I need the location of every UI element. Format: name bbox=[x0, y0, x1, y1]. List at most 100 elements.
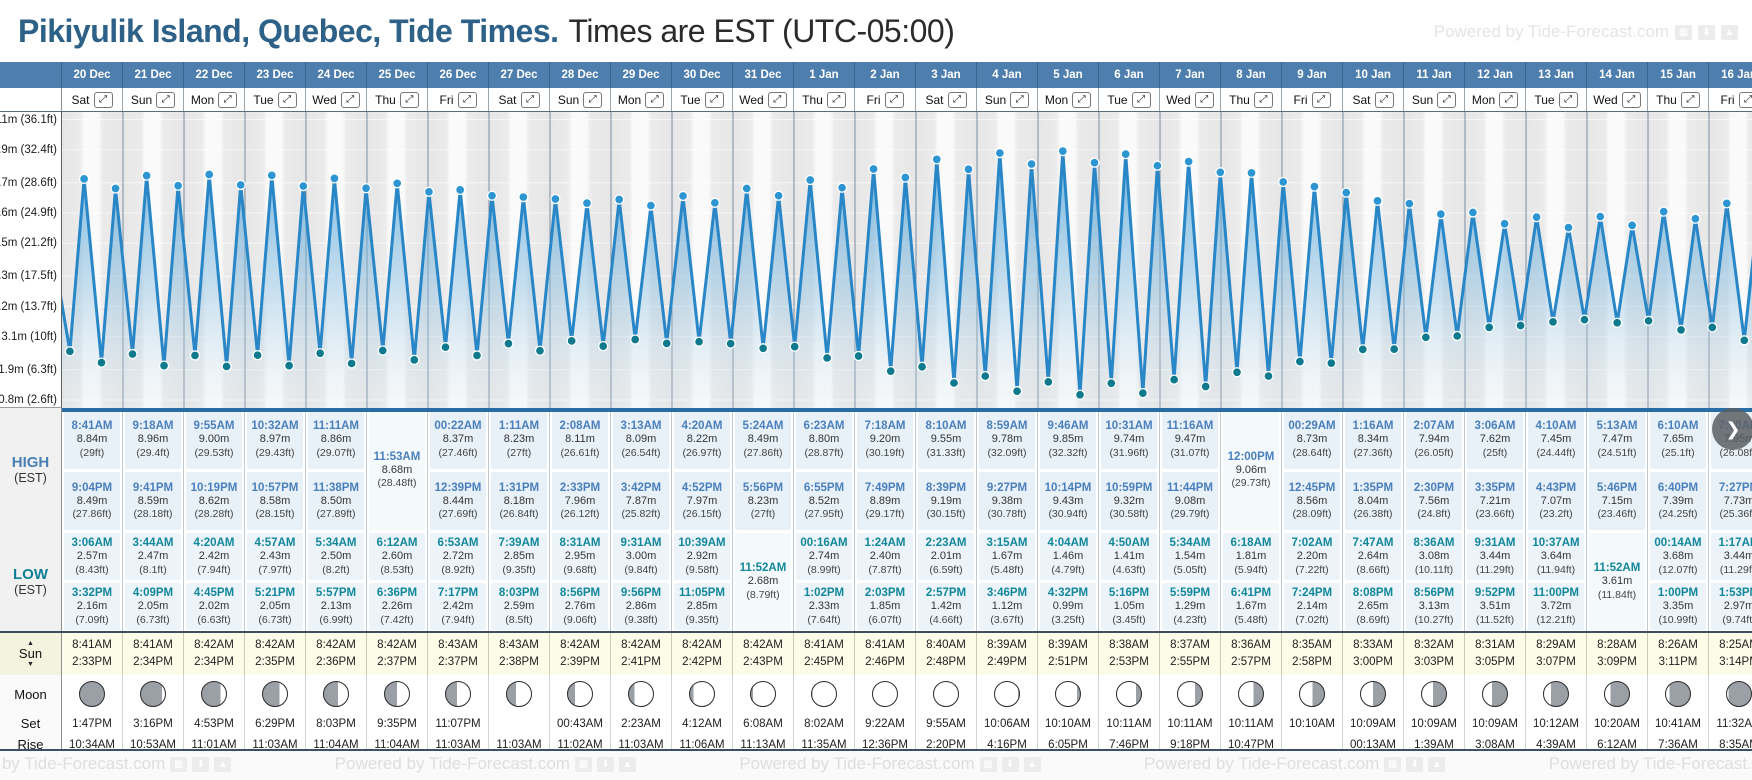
sunrise-arrow-icon: ▲ bbox=[27, 639, 34, 647]
high-tide-cell: 8:41AM 8.84m (29ft) 9:04PM 8.49m (27.86ft) bbox=[62, 408, 123, 531]
tide-height-ft: (11.84ft) bbox=[1597, 588, 1637, 601]
expand-day-button[interactable]: ⤢ bbox=[218, 91, 238, 108]
low-tide-entry: 8:08PM 2.65m (8.69ft) bbox=[1345, 583, 1401, 630]
expand-day-button[interactable]: ⤢ bbox=[1374, 91, 1394, 108]
sun-times-cell: 8:26AM 3:11PM bbox=[1648, 633, 1709, 675]
tide-time: 9:04PM bbox=[71, 481, 113, 494]
expand-day-button[interactable]: ⤢ bbox=[947, 91, 967, 108]
sun-times-cell: 8:42AM 2:34PM bbox=[184, 633, 245, 675]
expand-day-button[interactable]: ⤢ bbox=[1194, 91, 1214, 108]
low-tide-point bbox=[283, 360, 295, 371]
low-tide-point bbox=[1484, 322, 1495, 333]
weekday-text: Wed bbox=[1166, 92, 1191, 107]
tide-time: 7:18AM bbox=[864, 420, 906, 433]
sunrise-time: 8:42AM bbox=[621, 639, 661, 652]
tide-time: 10:14PM bbox=[1044, 481, 1092, 494]
date-cell: 14 Jan bbox=[1587, 62, 1648, 88]
sunrise-time: 8:25AM bbox=[1719, 639, 1752, 652]
date-cell: 24 Dec bbox=[306, 62, 367, 88]
expand-day-button[interactable]: ⤢ bbox=[399, 91, 419, 108]
expand-day-button[interactable]: ⤢ bbox=[767, 91, 787, 108]
sunset-time: 3:09PM bbox=[1597, 656, 1637, 668]
low-tide-point bbox=[409, 354, 420, 366]
low-tide-point bbox=[471, 350, 483, 361]
sunset-time: 2:39PM bbox=[560, 656, 600, 668]
expand-day-button[interactable]: ⤢ bbox=[704, 91, 724, 108]
tide-height-ft: (8.79ft) bbox=[746, 588, 780, 601]
sun-times-cell: 8:33AM 3:00PM bbox=[1343, 633, 1404, 675]
sun-times-cell: 8:41AM 2:34PM bbox=[123, 633, 184, 675]
low-tide-point bbox=[693, 336, 705, 347]
expand-day-button[interactable]: ⤢ bbox=[156, 91, 176, 108]
moonset-cell: 10:11AM bbox=[1221, 713, 1282, 734]
expand-day-button[interactable]: ⤢ bbox=[1499, 91, 1519, 108]
expand-day-button[interactable]: ⤢ bbox=[277, 91, 297, 108]
date-cell: 10 Jan bbox=[1343, 62, 1404, 88]
low-tide-point bbox=[346, 358, 357, 369]
tide-height-m: 7.73m bbox=[1723, 494, 1752, 507]
high-tide-entry: 3:35PM 7.21m (23.66ft) bbox=[1467, 471, 1523, 530]
tide-time: 8:08PM bbox=[1352, 587, 1394, 600]
tide-height-m: 2.42m bbox=[442, 600, 474, 613]
tide-time: 5:46PM bbox=[1596, 481, 1638, 494]
expand-day-button[interactable]: ⤢ bbox=[583, 91, 603, 108]
expand-day-button[interactable]: ⤢ bbox=[457, 91, 477, 108]
low-tide-point bbox=[885, 365, 896, 377]
expand-day-button[interactable]: ⤢ bbox=[1680, 91, 1700, 108]
expand-day-button[interactable]: ⤢ bbox=[1621, 91, 1641, 108]
expand-day-button[interactable]: ⤢ bbox=[1131, 91, 1151, 108]
expand-day-button[interactable]: ⤢ bbox=[1311, 91, 1331, 108]
tide-time: 1:00PM bbox=[1657, 587, 1699, 600]
tide-time: 4:20AM bbox=[193, 537, 235, 550]
weekday-cell: Sat ⤢ bbox=[916, 88, 977, 111]
tide-time: 10:31AM bbox=[1105, 420, 1153, 433]
tide-time: 7:39AM bbox=[498, 537, 540, 550]
tide-height-m: 8.49m bbox=[76, 494, 108, 507]
tide-height-ft: (28.09ft) bbox=[1292, 508, 1332, 521]
high-tide-cell: 3:13AM 8.09m (26.54ft) 3:42PM 7.87m (25.82ft) bbox=[611, 408, 672, 531]
date-cell: 2 Jan bbox=[855, 62, 916, 88]
tide-time: 3:42PM bbox=[620, 481, 662, 494]
low-tide-entry: 4:45PM 2.02m (6.63ft) bbox=[186, 583, 242, 630]
weekday-cell: Fri ⤢ bbox=[428, 88, 489, 111]
logo-icon: ▦ bbox=[1384, 756, 1402, 772]
low-tide-cell: 6:53AM 2.72m (8.92ft) 7:17PM 2.42m (7.94ft) bbox=[428, 531, 489, 631]
expand-day-button[interactable]: ⤢ bbox=[340, 91, 360, 108]
low-tide-point bbox=[1043, 376, 1054, 388]
low-tide-point bbox=[1420, 332, 1432, 343]
sun-times-cell: 8:39AM 2:49PM bbox=[977, 633, 1038, 675]
tide-height-m: 2.97m bbox=[1723, 600, 1752, 613]
high-tide-entry: 00:22AM 8.37m (27.46ft) bbox=[430, 410, 486, 469]
moonset-cell: 9:35PM bbox=[367, 713, 428, 734]
sun-label: ▲ Sun ▼ bbox=[0, 633, 62, 675]
expand-day-button[interactable]: ⤢ bbox=[645, 91, 665, 108]
moon-phase-cell bbox=[672, 675, 733, 713]
sunrise-time: 8:42AM bbox=[743, 639, 783, 652]
expand-day-button[interactable]: ⤢ bbox=[520, 91, 540, 108]
high-tide-point bbox=[963, 164, 974, 175]
high-tide-entry: 12:39PM 8.44m (27.69ft) bbox=[430, 471, 486, 530]
expand-day-button[interactable]: ⤢ bbox=[1558, 91, 1578, 108]
watermark-item: Powered by Tide-Forecast.com▦⬇▲ bbox=[0, 754, 232, 774]
expand-day-button[interactable]: ⤢ bbox=[884, 91, 904, 108]
expand-day-button[interactable]: ⤢ bbox=[1253, 91, 1273, 108]
tide-height-ft: (3.25ft) bbox=[1051, 613, 1085, 626]
expand-day-button[interactable]: ⤢ bbox=[93, 91, 113, 108]
low-tide-entry: 8:56PM 2.76m (9.06ft) bbox=[552, 583, 608, 630]
tide-height-ft: (27.95ft) bbox=[804, 508, 844, 521]
expand-day-button[interactable]: ⤢ bbox=[1072, 91, 1092, 108]
expand-day-button[interactable]: ⤢ bbox=[826, 91, 846, 108]
expand-day-button[interactable]: ⤢ bbox=[1010, 91, 1030, 108]
high-tide-cell: 4:10AM 7.45m (24.44ft) 4:43PM 7.07m (23.2ft) bbox=[1526, 408, 1587, 531]
sunset-time: 2:57PM bbox=[1231, 656, 1271, 668]
low-tide-point bbox=[1675, 324, 1687, 336]
expand-day-button[interactable]: ⤢ bbox=[1437, 91, 1457, 108]
next-days-button[interactable]: ❯ bbox=[1712, 408, 1752, 450]
sun-times-cell: 8:42AM 2:36PM bbox=[306, 633, 367, 675]
tide-height-ft: (7.94ft) bbox=[441, 613, 475, 626]
low-tide-point bbox=[1739, 335, 1750, 346]
low-tide-point bbox=[158, 360, 170, 371]
expand-day-button[interactable]: ⤢ bbox=[1738, 91, 1752, 108]
y-axis-label: 8.7m (28.6ft) bbox=[0, 176, 57, 189]
tide-height-ft: (26.05ft) bbox=[1414, 446, 1454, 459]
